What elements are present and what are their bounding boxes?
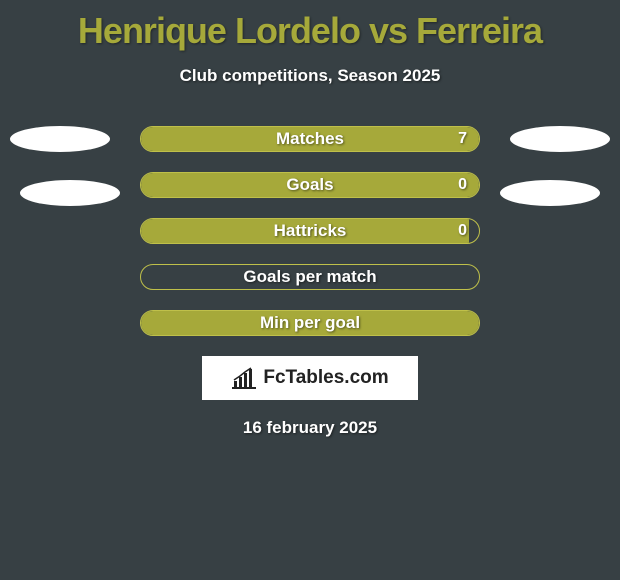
source-logo: FcTables.com [202,356,418,400]
stat-bar-label: Goals per match [141,265,479,289]
stat-bar-value: 0 [458,219,467,243]
stat-bar: Matches7 [140,126,480,152]
player-left-avatar-icon [20,180,120,206]
source-logo-text: FcTables.com [263,367,388,389]
stat-bar-value: 7 [458,127,467,151]
player-left-avatar-icon [10,126,110,152]
subtitle: Club competitions, Season 2025 [0,66,620,86]
stat-bar-label: Matches [141,127,479,151]
stat-bars: Matches7Goals0Hattricks0Goals per matchM… [140,126,480,336]
comparison-chart: Matches7Goals0Hattricks0Goals per matchM… [0,126,620,336]
stat-bar-label: Goals [141,173,479,197]
stat-bar: Goals0 [140,172,480,198]
date-label: 16 february 2025 [0,418,620,438]
stat-bar-label: Min per goal [141,311,479,335]
bar-chart-icon [231,367,257,389]
stat-bar: Goals per match [140,264,480,290]
player-right-avatar-icon [510,126,610,152]
page-title: Henrique Lordelo vs Ferreira [0,0,620,52]
stat-bar: Min per goal [140,310,480,336]
stat-bar-value: 0 [458,173,467,197]
stat-bar-label: Hattricks [141,219,479,243]
player-right-avatar-icon [500,180,600,206]
stat-bar: Hattricks0 [140,218,480,244]
